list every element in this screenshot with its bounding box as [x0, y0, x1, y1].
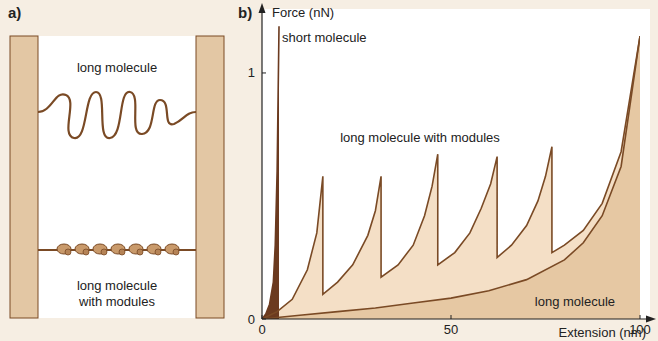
y-axis: [261, 9, 262, 319]
panel-label: b): [238, 4, 252, 21]
module: [119, 249, 125, 255]
series-line: [262, 36, 640, 319]
y-tick: [262, 319, 266, 320]
y-tick-label: 1: [248, 65, 255, 80]
x-tick-label: 0: [258, 322, 265, 337]
series-label: long molecule with modules: [340, 130, 500, 145]
x-tick: [640, 315, 641, 319]
module: [137, 249, 143, 255]
panel-a-bg: [38, 36, 196, 318]
area-fill: [262, 36, 640, 319]
module: [75, 244, 89, 254]
y-axis-label: Force (nN): [272, 5, 334, 20]
top-label: long molecule: [77, 60, 157, 75]
module: [65, 249, 71, 255]
module: [93, 244, 107, 254]
series-label: short molecule: [282, 30, 367, 45]
series-group: [262, 26, 640, 319]
series-line: [262, 26, 279, 319]
module: [129, 244, 143, 254]
area-fill: [262, 36, 640, 319]
x-tick-label: 50: [444, 322, 458, 337]
x-axis: [262, 318, 650, 319]
module: [165, 244, 179, 254]
bottom-label: long molecule: [77, 278, 157, 293]
x-tick: [451, 315, 452, 319]
long-molecule-coil: [38, 92, 196, 138]
module: [173, 249, 179, 255]
area-fill: [262, 26, 279, 319]
module: [147, 244, 161, 254]
x-tick: [262, 315, 263, 319]
module: [57, 244, 71, 254]
plot-bg: [262, 9, 650, 319]
module: [83, 249, 89, 255]
module: [111, 244, 125, 254]
x-axis-label: Extension (nm): [559, 325, 646, 340]
left-wall: [10, 36, 38, 318]
y-tick-label: 0: [248, 312, 255, 327]
series-line: [262, 36, 640, 319]
y-tick: [262, 72, 266, 73]
y-axis-arrow: [259, 3, 266, 13]
module: [155, 249, 161, 255]
bottom-label: with modules: [78, 294, 155, 309]
module: [101, 249, 107, 255]
series-label: long molecule: [535, 294, 615, 309]
right-wall: [196, 36, 224, 318]
panel-label: a): [8, 4, 21, 21]
